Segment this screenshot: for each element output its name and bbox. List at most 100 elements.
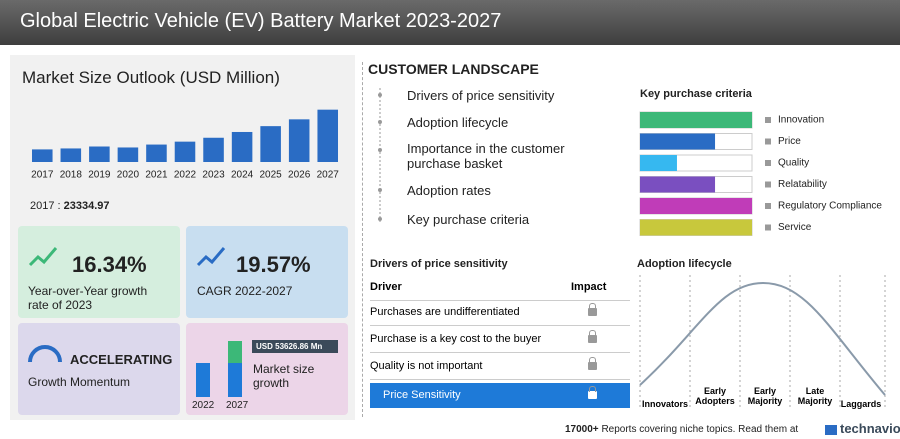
bar bbox=[288, 119, 310, 162]
card-value: 16.34% bbox=[72, 252, 147, 277]
list-item: Importance in the customer purchase bask… bbox=[407, 141, 565, 171]
stage-label: Innovators bbox=[641, 399, 688, 409]
legend-marker bbox=[765, 117, 771, 123]
table-row: Purchases are undifferentiated bbox=[370, 300, 630, 326]
cell: Price Sensitivity bbox=[383, 389, 461, 401]
icon bbox=[28, 345, 62, 363]
bar bbox=[231, 131, 253, 162]
legend-marker bbox=[765, 224, 771, 231]
card bbox=[18, 323, 180, 415]
bar bbox=[640, 198, 752, 214]
bar bbox=[640, 176, 716, 193]
table-row: Price Sensitivity bbox=[370, 383, 630, 408]
brand: technavio bbox=[840, 421, 900, 436]
chart-title: Market Size Outlook (USD Million) bbox=[22, 68, 280, 87]
lock-icon bbox=[588, 330, 597, 343]
x-tick-label: 2026 bbox=[288, 170, 311, 181]
stage-label: Laggards bbox=[840, 399, 882, 409]
header-cell: Impact bbox=[571, 281, 607, 293]
footer: 17000+ Reports covering niche topics. Re… bbox=[565, 424, 798, 435]
year: 2022 bbox=[192, 400, 215, 411]
list-item: Adoption rates bbox=[407, 183, 491, 198]
logo bbox=[825, 425, 837, 435]
stage-label: Early Majority bbox=[747, 386, 783, 406]
badge bbox=[252, 340, 338, 353]
table-title: Drivers of price sensitivity bbox=[370, 258, 508, 270]
divider bbox=[362, 62, 363, 417]
card bbox=[186, 323, 348, 415]
bar bbox=[31, 149, 53, 162]
card bbox=[18, 226, 180, 318]
legend-label: Regulatory Compliance bbox=[778, 201, 882, 212]
x-tick-label: 2020 bbox=[117, 170, 140, 181]
legend-label: Relatability bbox=[778, 179, 827, 190]
legend-label: Price bbox=[778, 136, 801, 147]
base-year-label: 2017 : bbox=[30, 200, 61, 212]
x-tick-label: 2023 bbox=[202, 170, 225, 181]
bar bbox=[174, 141, 196, 162]
section-title: CUSTOMER LANDSCAPE bbox=[368, 61, 539, 77]
stage-label: Late Majority bbox=[797, 386, 833, 406]
footer-count: 17000+ bbox=[565, 424, 599, 435]
title: Global Electric Vehicle (EV) Battery Mar… bbox=[20, 10, 502, 32]
bar bbox=[260, 126, 281, 162]
card bbox=[186, 226, 348, 318]
timeline-dots bbox=[378, 93, 382, 221]
bar bbox=[117, 147, 139, 162]
x-tick-label: 2019 bbox=[88, 170, 111, 181]
lifecycle-dividers bbox=[639, 275, 886, 408]
bar bbox=[317, 109, 339, 162]
cell: Purchases are undifferentiated bbox=[370, 306, 520, 318]
legend-marker bbox=[765, 181, 771, 188]
cell: Purchase is a key cost to the buyer bbox=[370, 333, 542, 345]
list-item: Adoption lifecycle bbox=[407, 115, 509, 130]
legend-label: Service bbox=[778, 222, 812, 233]
legend-marker bbox=[765, 160, 771, 166]
card-label: Growth Momentum bbox=[28, 375, 131, 389]
x-tick-label: 2025 bbox=[260, 170, 283, 181]
badge-text: USD 53626.86 Mn bbox=[256, 342, 323, 351]
highlight-row bbox=[370, 383, 630, 408]
bar bbox=[640, 155, 677, 171]
footer-text: Reports covering niche topics. Read them… bbox=[601, 424, 799, 435]
base-year-value: 23334.97 bbox=[63, 200, 110, 212]
table-row: Quality is not important bbox=[370, 354, 630, 380]
bar bbox=[640, 112, 752, 128]
x-tick-label: 2021 bbox=[145, 170, 168, 181]
table-header: Driver Impact bbox=[370, 275, 630, 301]
bar bbox=[89, 146, 110, 162]
card-value: 19.57% bbox=[236, 252, 311, 277]
legend-label: Quality bbox=[778, 158, 809, 169]
bar bbox=[640, 133, 716, 150]
lock-icon bbox=[588, 303, 597, 316]
lock-icon bbox=[588, 386, 597, 399]
table-row: Purchase is a key cost to the buyer bbox=[370, 327, 630, 353]
base-year: 2017 : 23334.97 bbox=[30, 200, 110, 212]
x-tick-label: 2017 bbox=[31, 170, 54, 181]
lock-icon bbox=[588, 357, 597, 370]
section-title: Adoption lifecycle bbox=[637, 258, 732, 270]
legend-label: Innovation bbox=[778, 115, 824, 126]
header-bar bbox=[0, 0, 900, 45]
legend-marker bbox=[765, 138, 771, 145]
card-label: CAGR 2022-2027 bbox=[197, 284, 293, 298]
bar bbox=[203, 137, 224, 162]
stage-label: Early Adopters bbox=[695, 386, 735, 406]
lifecycle-curve bbox=[639, 281, 886, 396]
bar bbox=[60, 148, 82, 162]
card-value: ACCELERATING bbox=[70, 352, 173, 367]
list-item: Key purchase criteria bbox=[407, 212, 530, 227]
x-tick-label: 2018 bbox=[60, 170, 83, 181]
mini-bars bbox=[196, 341, 242, 397]
bar bbox=[146, 144, 167, 162]
x-tick-label: 2027 bbox=[317, 170, 340, 181]
header-cell: Driver bbox=[370, 281, 402, 293]
year: 2027 bbox=[226, 400, 249, 411]
chart-title: Key purchase criteria bbox=[640, 88, 752, 100]
card-label: Market size growth bbox=[253, 362, 315, 390]
icon bbox=[196, 247, 226, 267]
icon bbox=[28, 247, 58, 267]
bar bbox=[640, 219, 752, 236]
